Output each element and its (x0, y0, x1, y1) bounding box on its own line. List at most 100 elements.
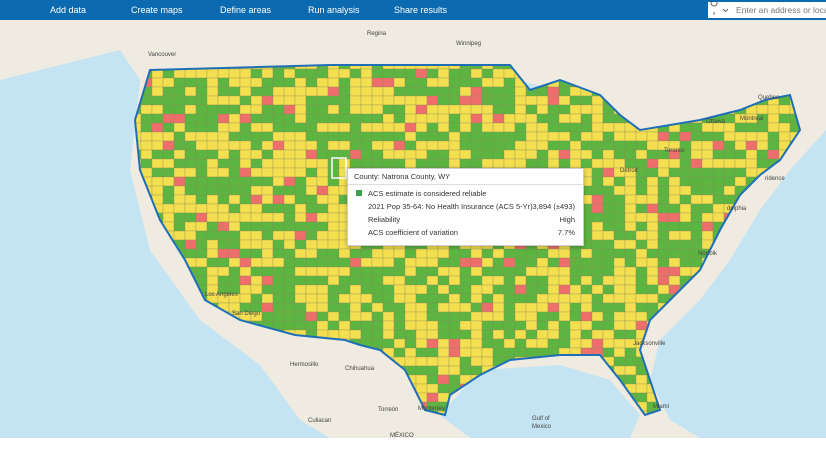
county (536, 122, 549, 133)
county (393, 104, 406, 115)
county (173, 176, 186, 187)
county (393, 275, 406, 286)
county (250, 239, 263, 250)
county (393, 347, 406, 358)
county (712, 167, 725, 178)
county (646, 257, 659, 268)
county (327, 311, 340, 322)
nav-item[interactable]: Run analysis (308, 5, 360, 15)
map-label: Miami (653, 404, 669, 410)
county (492, 302, 505, 313)
county (228, 131, 241, 142)
county (503, 95, 516, 106)
county (437, 86, 450, 97)
county (239, 149, 252, 160)
county (415, 113, 428, 124)
county (360, 158, 373, 169)
county (250, 275, 263, 286)
county (283, 248, 296, 259)
county (404, 95, 417, 106)
county (745, 158, 758, 169)
county (305, 266, 318, 277)
county (646, 266, 659, 277)
county (327, 275, 340, 286)
county (547, 284, 560, 295)
county (360, 257, 373, 268)
county (558, 158, 571, 169)
county (261, 203, 274, 214)
county (701, 140, 714, 151)
county (426, 86, 439, 97)
county (393, 266, 406, 277)
county (305, 77, 318, 88)
county (503, 149, 516, 160)
county (657, 167, 670, 178)
county (316, 122, 329, 133)
county (712, 176, 725, 187)
county (657, 275, 670, 286)
county (459, 95, 472, 106)
county (382, 140, 395, 151)
county (503, 113, 516, 124)
county (283, 104, 296, 115)
county (459, 320, 472, 331)
search-box[interactable]: Enter an address or location (708, 0, 826, 18)
county (426, 158, 439, 169)
county (525, 104, 538, 115)
county (151, 158, 164, 169)
county (261, 158, 274, 169)
county (690, 221, 703, 232)
county (679, 212, 692, 223)
county (371, 95, 384, 106)
county (316, 257, 329, 268)
county (426, 95, 439, 106)
nav-item[interactable]: Define areas (220, 5, 272, 15)
nav-item[interactable]: Add data (50, 5, 87, 15)
county (250, 131, 263, 142)
county (162, 113, 175, 124)
county (206, 185, 219, 196)
county (162, 77, 175, 88)
county (624, 149, 637, 160)
county (261, 68, 274, 79)
county (613, 311, 626, 322)
county (415, 275, 428, 286)
county (646, 203, 659, 214)
county (195, 230, 208, 241)
county (635, 383, 648, 394)
county (778, 122, 791, 133)
county (514, 284, 527, 295)
county (195, 122, 208, 133)
county (228, 149, 241, 160)
county (580, 329, 593, 340)
map-label: Detroit (620, 168, 638, 174)
county (415, 338, 428, 349)
county (316, 68, 329, 79)
county (250, 284, 263, 295)
county (668, 257, 681, 268)
county (283, 122, 296, 133)
county (657, 221, 670, 232)
county (239, 122, 252, 133)
county (272, 275, 285, 286)
nav-item[interactable]: Share results (394, 5, 448, 15)
county (217, 140, 230, 151)
county (635, 284, 648, 295)
county (657, 239, 670, 250)
county (294, 284, 307, 295)
county (283, 266, 296, 277)
nav-item[interactable]: Create maps (131, 5, 183, 15)
county (569, 311, 582, 322)
county (415, 122, 428, 133)
county (283, 293, 296, 304)
county (305, 239, 318, 250)
county (613, 176, 626, 187)
map-label: Ottawa (706, 119, 726, 125)
county (624, 185, 637, 196)
map-label: Chihuahua (345, 366, 375, 372)
county (294, 167, 307, 178)
county (349, 266, 362, 277)
county (393, 131, 406, 142)
county (767, 149, 780, 160)
county (371, 320, 384, 331)
